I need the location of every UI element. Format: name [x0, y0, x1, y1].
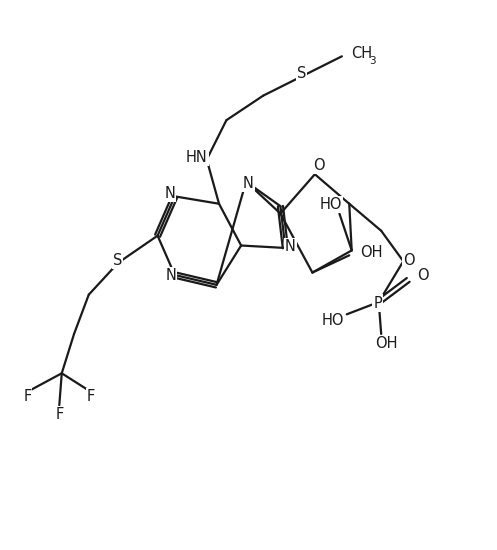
Text: OH: OH	[375, 336, 398, 351]
Text: N: N	[285, 239, 296, 255]
Text: N: N	[243, 175, 254, 191]
Text: HO: HO	[322, 313, 344, 328]
Text: F: F	[87, 389, 95, 404]
Text: F: F	[55, 406, 64, 422]
Text: F: F	[23, 389, 31, 404]
Text: HO: HO	[319, 197, 342, 212]
Text: O: O	[417, 268, 429, 283]
Text: S: S	[113, 253, 122, 268]
Text: P: P	[373, 295, 382, 311]
Text: N: N	[166, 268, 176, 283]
Text: HN: HN	[186, 150, 208, 164]
Text: O: O	[404, 253, 415, 268]
Text: CH: CH	[351, 46, 372, 62]
Text: 3: 3	[369, 56, 376, 66]
Text: O: O	[313, 158, 325, 173]
Text: OH: OH	[360, 245, 383, 260]
Text: N: N	[165, 186, 175, 201]
Text: S: S	[297, 66, 306, 81]
